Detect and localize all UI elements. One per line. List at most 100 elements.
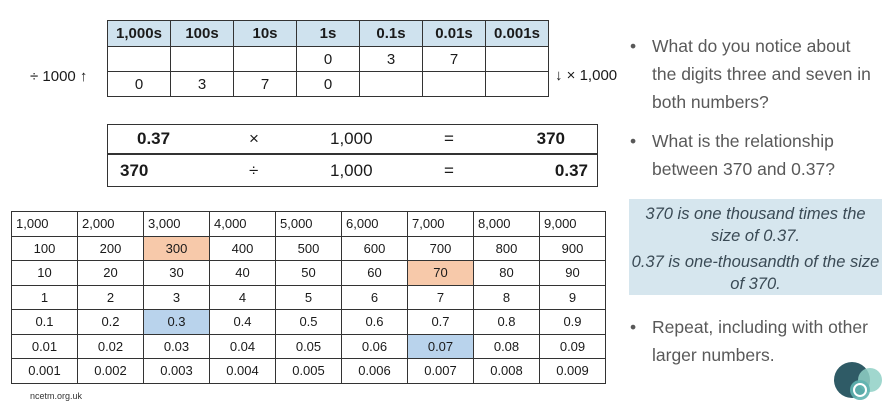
- grid-cell: 0.5: [275, 309, 342, 335]
- grid-cell: 0.001: [11, 358, 78, 384]
- pv-header: 10s: [233, 20, 297, 47]
- answer-line: 370 is one thousand times the size of 0.…: [645, 205, 866, 245]
- grid-cell: 2: [77, 284, 144, 310]
- eq-operator: ÷: [249, 160, 259, 180]
- grid-cell: 9,000: [539, 211, 606, 237]
- grid-cell: 0.3: [143, 309, 210, 335]
- grid-cell: 30: [143, 260, 210, 286]
- bullet-text: What do you notice about the digits thre…: [652, 36, 871, 112]
- place-value-row-370: 0 3 7 0: [107, 71, 549, 97]
- eq-operand-a: 370: [120, 160, 149, 180]
- eq-result: 0.37: [554, 160, 588, 180]
- grid-cell: 0.08: [473, 333, 540, 359]
- grid-cell: 60: [341, 260, 408, 286]
- grid-cell: 0.04: [209, 333, 276, 359]
- place-value-row-037: 0 3 7: [107, 46, 549, 72]
- grid-cell: 1: [11, 284, 78, 310]
- pv-cell: 0: [296, 71, 360, 97]
- grid-cell: 1,000: [11, 211, 78, 237]
- grid-cell: 0.6: [341, 309, 408, 335]
- grid-cell: 5,000: [275, 211, 342, 237]
- grid-row: 0.1 0.2 0.3 0.4 0.5 0.6 0.7 0.8 0.9: [11, 309, 606, 335]
- grid-cell: 5: [275, 284, 342, 310]
- grid-row: 0.001 0.002 0.003 0.004 0.005 0.006 0.007 0.008…: [11, 358, 606, 384]
- grid-cell: 0.09: [539, 333, 606, 359]
- grid-cell: 80: [473, 260, 540, 286]
- grid-cell: 200: [77, 235, 144, 261]
- bullet-dot: •: [630, 131, 637, 151]
- equation-multiply: 0.37 × 1,000 = 370: [107, 124, 598, 154]
- answer-box: 370 is one thousand times the size of 0.…: [629, 199, 882, 295]
- footer-url: ncetm.org.uk: [30, 391, 83, 401]
- equation-divide: 370 ÷ 1,000 = 0.37: [107, 154, 598, 187]
- answer-line: 0.37 is one-thousandth of the size of 37…: [631, 253, 880, 293]
- eq-operand-b: 1,000: [330, 129, 373, 148]
- grid-cell: 0.02: [77, 333, 144, 359]
- grid-cell: 100: [11, 235, 78, 261]
- grid-cell: 0.06: [341, 333, 408, 359]
- grid-cell: 0.7: [407, 309, 474, 335]
- gattegno-chart: 1,000 2,000 3,000 4,000 5,000 6,000 7,000 8,000…: [11, 211, 606, 384]
- grid-cell: 0.03: [143, 333, 210, 359]
- grid-cell: 8: [473, 284, 540, 310]
- grid-cell: 0.007: [407, 358, 474, 384]
- bullet-repeat: • Repeat, including with other larger nu…: [630, 313, 875, 369]
- grid-cell: 9: [539, 284, 606, 310]
- grid-cell: 4: [209, 284, 276, 310]
- pv-cell: 7: [422, 46, 486, 72]
- grid-cell: 0.8: [473, 309, 540, 335]
- grid-cell: 0.07: [407, 333, 474, 359]
- eq-operand-a: 0.37: [137, 129, 171, 148]
- grid-row: 10 20 30 40 50 60 70 80 90: [11, 260, 606, 286]
- grid-row: 0.01 0.02 0.03 0.04 0.05 0.06 0.07 0.08 0.09: [11, 333, 606, 359]
- eq-equals: =: [444, 129, 454, 148]
- grid-cell: 40: [209, 260, 276, 286]
- grid-cell: 90: [539, 260, 606, 286]
- grid-cell: 300: [143, 235, 210, 261]
- multiply-1000-label: ↓ × 1,000: [555, 67, 618, 84]
- grid-cell: 0.2: [77, 309, 144, 335]
- grid-cell: 7,000: [407, 211, 474, 237]
- grid-cell: 0.002: [77, 358, 144, 384]
- eq-operator: ×: [249, 129, 259, 148]
- pv-header: 100s: [170, 20, 234, 47]
- grid-row: 1,000 2,000 3,000 4,000 5,000 6,000 7,000 8,000…: [11, 211, 606, 237]
- grid-cell: 700: [407, 235, 474, 261]
- grid-cell: 7: [407, 284, 474, 310]
- bullet-text: Repeat, including with other larger numb…: [652, 317, 868, 365]
- pv-cell: 0: [107, 71, 171, 97]
- place-value-chart: 1,000s 100s 10s 1s 0.1s 0.01s 0.001s 0 3…: [107, 20, 549, 97]
- grid-cell: 0.003: [143, 358, 210, 384]
- grid-row: 100 200 300 400 500 600 700 800 900: [11, 235, 606, 261]
- grid-cell: 0.004: [209, 358, 276, 384]
- grid-cell: 4,000: [209, 211, 276, 237]
- grid-cell: 0.008: [473, 358, 540, 384]
- grid-cell: 0.9: [539, 309, 606, 335]
- bullet-dot: •: [630, 317, 637, 337]
- grid-cell: 0.005: [275, 358, 342, 384]
- grid-cell: 6: [341, 284, 408, 310]
- pv-header: 1s: [296, 20, 360, 47]
- bullet-notice: • What do you notice about the digits th…: [630, 32, 875, 116]
- grid-cell: 400: [209, 235, 276, 261]
- grid-cell: 600: [341, 235, 408, 261]
- grid-cell: 70: [407, 260, 474, 286]
- grid-cell: 6,000: [341, 211, 408, 237]
- pv-cell: 3: [359, 46, 423, 72]
- grid-cell: 500: [275, 235, 342, 261]
- grid-cell: 800: [473, 235, 540, 261]
- grid-cell: 0.01: [11, 333, 78, 359]
- pv-cell: 0: [296, 46, 360, 72]
- eq-equals: =: [444, 160, 454, 180]
- pv-cell: 7: [233, 71, 297, 97]
- pv-header: 0.001s: [485, 20, 549, 47]
- pv-cell: [233, 46, 297, 72]
- grid-cell: 900: [539, 235, 606, 261]
- pv-cell: [485, 71, 549, 97]
- bullet-text: What is the relationship between 370 and…: [652, 131, 835, 179]
- pv-cell: [422, 71, 486, 97]
- pv-cell: [359, 71, 423, 97]
- grid-cell: 3,000: [143, 211, 210, 237]
- eq-operand-b: 1,000: [330, 160, 373, 180]
